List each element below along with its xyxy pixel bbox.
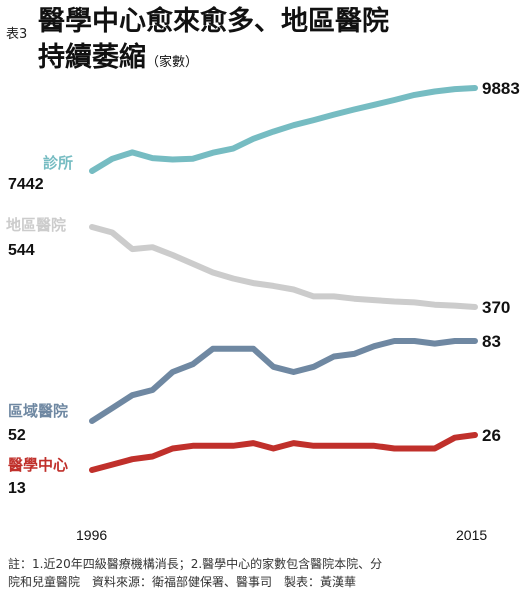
end-value-label-clinic: 9883 (482, 79, 520, 98)
footnote-line1: 註：1.近20年四級醫療機構消長；2.醫學中心的家數包含醫院本院、分 (8, 557, 383, 571)
series-line-district (89, 224, 478, 310)
x-tick-label-start: 1996 (76, 527, 107, 543)
start-value-label-clinic: 7442 (8, 176, 44, 193)
start-value-label-medical_center: 13 (8, 480, 26, 497)
series-line-medical_center (89, 432, 478, 473)
chart-title-line2-text: 持續萎縮 (38, 42, 146, 73)
chart-title-line1: 醫學中心愈來愈多、地區醫院 (38, 6, 389, 37)
start-value-label-regional: 52 (8, 427, 26, 444)
series-name-district: 地區醫院 (6, 216, 66, 234)
chart-title-line2: 持續萎縮（家數） (38, 40, 198, 81)
x-tick-label-end: 2015 (456, 527, 487, 543)
series-line-clinic (89, 85, 478, 174)
series-name-regional: 區域醫院 (8, 402, 68, 420)
series-name-clinic: 診所 (43, 154, 73, 172)
end-value-label-medical_center: 26 (482, 426, 501, 445)
end-value-label-district: 370 (482, 298, 510, 317)
footnote-line2: 院和兒童醫院 資料來源：衛福部健保署、醫事司 製表：黃漢華 (8, 575, 357, 589)
series-line-regional (89, 338, 478, 424)
series-name-medical_center: 醫學中心 (8, 456, 68, 474)
end-value-label-regional: 83 (482, 332, 501, 351)
footnote: 註：1.近20年四級醫療機構消長；2.醫學中心的家數包含醫院本院、分 院和兒童醫… (8, 555, 518, 591)
start-value-label-district: 544 (8, 242, 35, 259)
table-tag: 表3 (6, 27, 28, 42)
chart-unit: （家數） (146, 55, 199, 70)
